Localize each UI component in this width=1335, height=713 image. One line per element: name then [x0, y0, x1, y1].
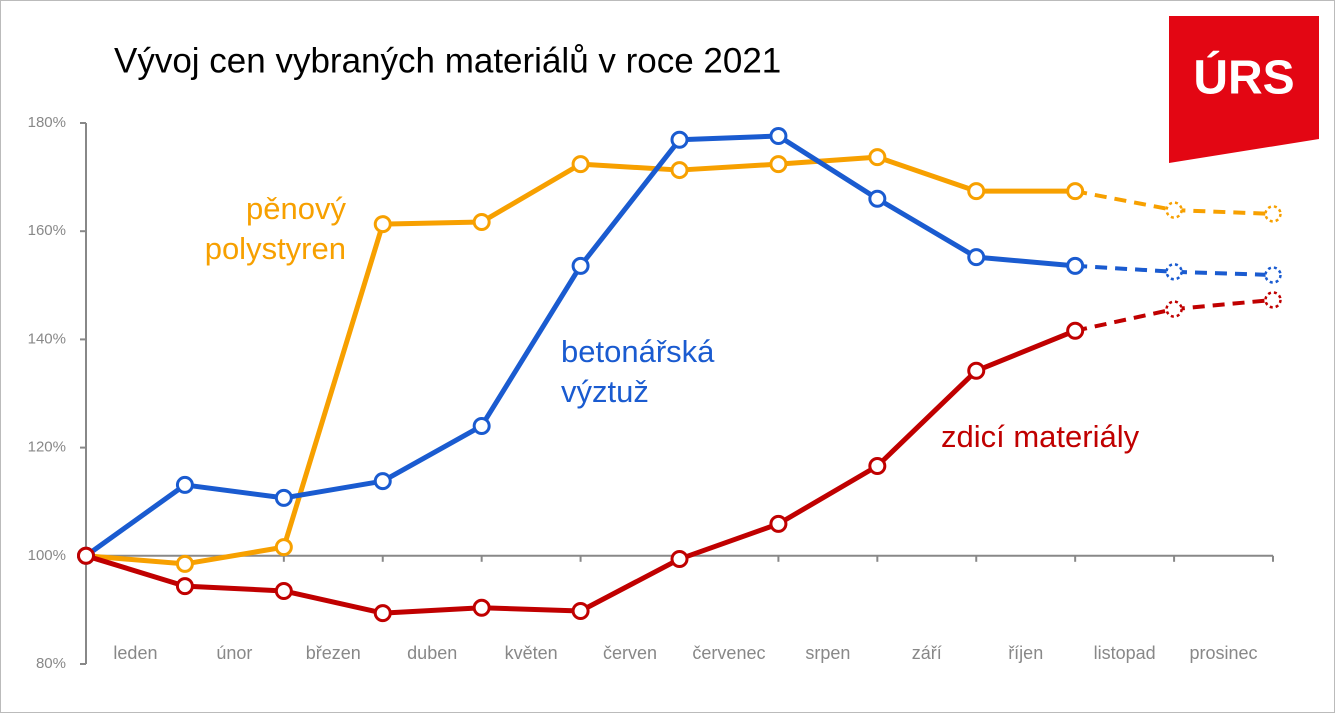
data-point — [274, 488, 293, 507]
data-point — [571, 256, 590, 275]
data-point — [274, 581, 293, 600]
data-point — [868, 456, 887, 475]
y-tick-label: 140% — [28, 330, 66, 347]
logo-shape — [1169, 16, 1319, 163]
data-point — [1264, 205, 1282, 223]
series-label: zdicí materiály — [941, 419, 1140, 454]
data-point — [373, 472, 392, 491]
data-point — [1165, 300, 1183, 318]
data-point — [1066, 256, 1085, 275]
data-point — [175, 554, 194, 573]
series-label: betonářská výztuž — [561, 334, 715, 409]
data-point — [472, 416, 491, 435]
x-tick-label: srpen — [805, 643, 850, 663]
data-point — [1165, 201, 1183, 219]
data-point — [868, 189, 887, 208]
x-tick-label: červen — [603, 643, 657, 663]
data-point — [571, 155, 590, 174]
data-point — [769, 155, 788, 174]
x-tick-label: leden — [113, 643, 157, 663]
data-point — [1066, 321, 1085, 340]
x-tick-label: prosinec — [1190, 643, 1258, 663]
data-point — [1066, 182, 1085, 201]
data-point — [868, 148, 887, 167]
data-point — [1264, 266, 1282, 284]
data-point — [967, 361, 986, 380]
data-point — [472, 598, 491, 617]
data-point — [967, 248, 986, 267]
x-tick-label: únor — [216, 643, 252, 663]
x-tick-label: duben — [407, 643, 457, 663]
data-point — [769, 514, 788, 533]
y-tick-label: 100% — [28, 547, 66, 564]
data-point — [77, 546, 95, 565]
data-point — [373, 215, 392, 234]
series-label: pěnový polystyren — [204, 191, 346, 266]
data-point — [571, 601, 590, 620]
data-point — [472, 213, 491, 232]
x-tick-label: září — [912, 643, 942, 663]
data-point — [670, 161, 689, 180]
x-tick-label: květen — [505, 643, 558, 663]
data-point — [373, 604, 392, 623]
data-point — [769, 126, 788, 145]
data-point — [670, 130, 689, 149]
x-tick-label: březen — [306, 643, 361, 663]
y-tick-label: 80% — [36, 655, 66, 672]
data-point — [1165, 263, 1183, 281]
data-point — [274, 538, 293, 557]
chart-title: Vývoj cen vybraných materiálů v roce 202… — [114, 41, 781, 80]
data-point — [967, 182, 986, 201]
data-point — [1264, 291, 1282, 309]
data-point — [175, 577, 194, 596]
y-tick-label: 160% — [28, 222, 66, 239]
y-tick-label: 120% — [28, 439, 66, 456]
data-point — [670, 550, 689, 569]
x-tick-label: říjen — [1008, 643, 1043, 663]
series-line-dashed — [1075, 263, 1274, 278]
x-tick-label: červenec — [692, 643, 765, 663]
data-point — [175, 475, 194, 494]
logo-text: ÚRS — [1193, 50, 1294, 105]
x-tick-label: listopad — [1094, 643, 1156, 663]
y-tick-label: 180% — [28, 114, 66, 131]
